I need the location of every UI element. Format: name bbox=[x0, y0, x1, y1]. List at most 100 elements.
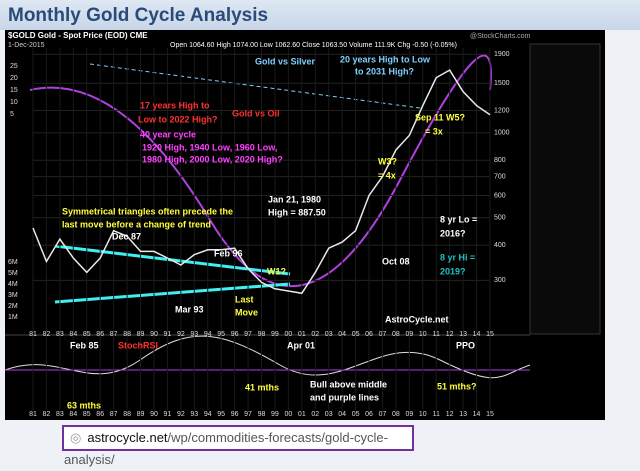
x-tick-label: 92 bbox=[177, 411, 185, 418]
x-tick-label: 08 bbox=[392, 411, 400, 418]
annotation: 40 year cycle bbox=[140, 129, 196, 139]
annotation: Low to 2022 High? bbox=[138, 114, 218, 124]
x-tick-label: 03 bbox=[325, 411, 333, 418]
x-tick-label: 97 bbox=[244, 411, 252, 418]
x-tick-label: 10 bbox=[419, 331, 427, 338]
annotation: 8 yr Hi = bbox=[440, 252, 475, 262]
annotation: 41 mths bbox=[245, 382, 279, 392]
x-tick-label: 87 bbox=[110, 411, 118, 418]
x-tick-label: 95 bbox=[217, 331, 225, 338]
annotation: Jan 21, 1980 bbox=[268, 194, 321, 204]
y-tick-label: 1000 bbox=[494, 130, 510, 137]
x-tick-label: 83 bbox=[56, 331, 64, 338]
x-tick-label: 12 bbox=[446, 411, 454, 418]
chart-date: 1-Dec-2015 bbox=[8, 42, 45, 49]
annotation: Feb 96 bbox=[214, 248, 243, 258]
annotation: Sep 11 W5? bbox=[415, 112, 465, 122]
cycle-curve bbox=[29, 54, 492, 288]
x-tick-label: 98 bbox=[258, 331, 266, 338]
x-tick-label: 06 bbox=[365, 411, 373, 418]
x-tick-label: 04 bbox=[338, 411, 346, 418]
x-tick-label: 09 bbox=[405, 411, 413, 418]
annotation: last move before a change of trend bbox=[62, 219, 211, 229]
annotation: StochRSI bbox=[118, 340, 158, 350]
annotation: Feb 85 bbox=[70, 340, 99, 350]
annotation: and purple lines bbox=[310, 392, 379, 402]
chart: $GOLD Gold - Spot Price (EOD) CME 1-Dec-… bbox=[4, 30, 605, 420]
x-tick-label: 15 bbox=[486, 331, 494, 338]
annotation: 2019? bbox=[440, 266, 466, 276]
annotation: Bull above middle bbox=[310, 379, 387, 389]
ppo-line bbox=[4, 335, 531, 379]
annotation: to 2031 High? bbox=[355, 66, 414, 76]
x-tick-label: 93 bbox=[190, 331, 198, 338]
x-tick-label: 85 bbox=[83, 331, 91, 338]
ratio-tick-label: 5 bbox=[10, 111, 14, 118]
annotation: = 3x bbox=[425, 126, 443, 136]
x-tick-label: 90 bbox=[150, 331, 158, 338]
y-tick-label: 1900 bbox=[494, 51, 510, 58]
url-domain: astrocycle.net bbox=[87, 430, 168, 445]
x-tick-label: 85 bbox=[83, 411, 91, 418]
x-tick-label: 84 bbox=[69, 331, 77, 338]
x-tick-label: 82 bbox=[43, 331, 51, 338]
y-tick-label: 500 bbox=[494, 215, 506, 222]
inset-panel bbox=[529, 43, 601, 335]
url-bar[interactable]: ◎ astrocycle.net/wp/commodities-forecasts… bbox=[62, 425, 414, 467]
x-tick-label: 94 bbox=[204, 331, 212, 338]
x-tick-label: 15 bbox=[486, 411, 494, 418]
x-tick-label: 89 bbox=[137, 331, 145, 338]
annotation: Oct 08 bbox=[382, 256, 410, 266]
annotation: Mar 93 bbox=[175, 304, 204, 314]
x-tick-label: 98 bbox=[258, 411, 266, 418]
x-tick-label: 97 bbox=[244, 331, 252, 338]
annotation: Symmetrical triangles often precede the bbox=[62, 206, 233, 216]
volume-tick-label: 3M bbox=[8, 292, 18, 299]
volume-tick-label: 2M bbox=[8, 303, 18, 310]
x-tick-label: 86 bbox=[96, 331, 104, 338]
x-tick-label: 10 bbox=[419, 411, 427, 418]
annotation: Last bbox=[235, 294, 254, 304]
x-tick-label: 01 bbox=[298, 331, 306, 338]
ratio-tick-label: 20 bbox=[10, 75, 18, 82]
x-tick-label: 91 bbox=[164, 411, 172, 418]
annotation: PPO bbox=[456, 340, 475, 350]
y-tick-label: 600 bbox=[494, 192, 506, 199]
x-tick-label: 99 bbox=[271, 331, 279, 338]
x-tick-label: 88 bbox=[123, 411, 131, 418]
x-tick-label: 12 bbox=[446, 331, 454, 338]
annotation: 20 years High to Low bbox=[340, 54, 431, 64]
annotation: 63 mths bbox=[67, 400, 101, 410]
x-tick-label: 95 bbox=[217, 411, 225, 418]
x-tick-label: 05 bbox=[352, 331, 360, 338]
y-tick-label: 400 bbox=[494, 242, 506, 249]
x-tick-label: 11 bbox=[433, 331, 440, 338]
volume-tick-label: 6M bbox=[8, 259, 18, 266]
x-tick-label: 00 bbox=[284, 331, 292, 338]
x-tick-label: 83 bbox=[56, 411, 64, 418]
chart-symbol: $GOLD Gold - Spot Price (EOD) CME bbox=[8, 31, 148, 40]
x-tick-label: 96 bbox=[231, 331, 239, 338]
x-tick-label: 84 bbox=[69, 411, 77, 418]
annotation: High = 887.50 bbox=[268, 207, 326, 217]
triangle-line bbox=[54, 282, 291, 304]
y-tick-label: 1500 bbox=[494, 80, 510, 87]
x-tick-label: 03 bbox=[325, 331, 333, 338]
volume-tick-label: 4M bbox=[8, 281, 18, 288]
annotation: Move bbox=[235, 307, 258, 317]
x-tick-label: 02 bbox=[311, 411, 319, 418]
ratio-tick-label: 10 bbox=[10, 99, 18, 106]
source: @StockCharts.com bbox=[470, 33, 531, 40]
x-tick-label: 09 bbox=[405, 331, 413, 338]
x-tick-label: 13 bbox=[459, 331, 467, 338]
x-tick-label: 07 bbox=[379, 331, 387, 338]
x-tick-label: 94 bbox=[204, 411, 212, 418]
annotation: 51 mths? bbox=[437, 381, 477, 391]
x-tick-label: 96 bbox=[231, 411, 239, 418]
x-tick-label: 06 bbox=[365, 331, 373, 338]
x-tick-label: 81 bbox=[29, 411, 37, 418]
annotation: 17 years High to bbox=[140, 100, 210, 110]
x-tick-label: 13 bbox=[459, 411, 467, 418]
y-tick-label: 1200 bbox=[494, 107, 510, 114]
